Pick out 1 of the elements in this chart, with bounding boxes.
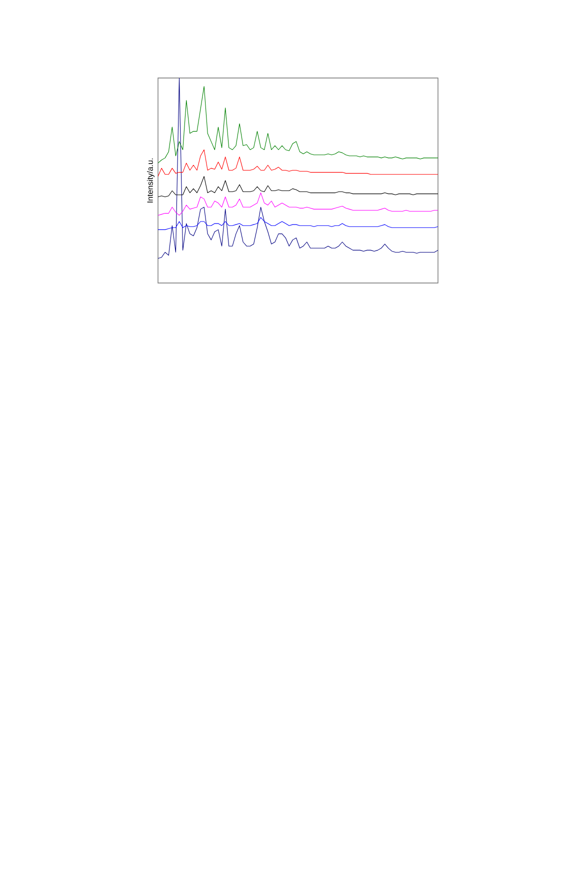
y-axis-title: Intensity/a.u. <box>147 158 154 202</box>
